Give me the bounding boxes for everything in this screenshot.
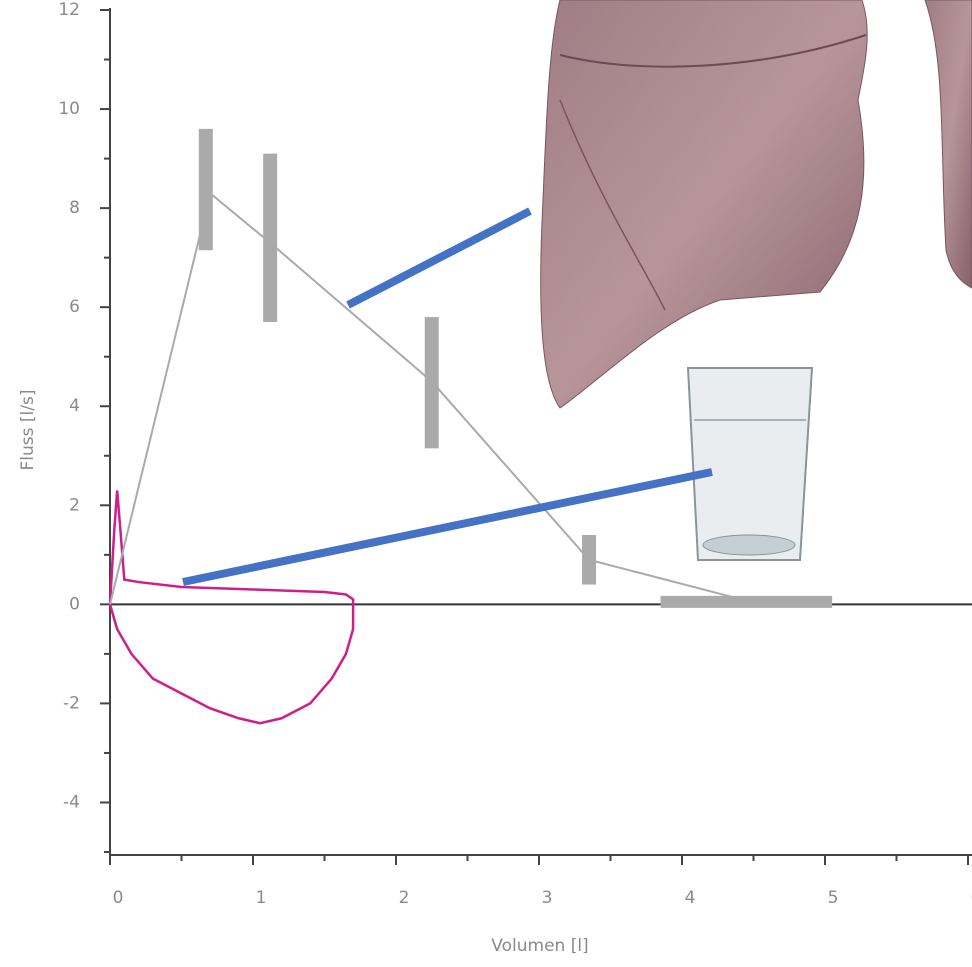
y-tick-label: -2 xyxy=(63,693,80,713)
series-line xyxy=(109,191,733,605)
x-tick-label: 2 xyxy=(399,888,410,908)
y-tick-label: 2 xyxy=(69,495,80,515)
annotation-arrow xyxy=(346,207,532,309)
y-tick-label: 10 xyxy=(58,99,80,119)
x-tick-label: 5 xyxy=(828,888,839,908)
range-bar xyxy=(263,153,278,323)
y-tick-label: -4 xyxy=(63,792,80,812)
y-tick-label: 0 xyxy=(69,594,80,614)
x-axis-label: Volumen [l] xyxy=(491,936,588,956)
y-tick-label: 8 xyxy=(69,198,80,218)
glass-image xyxy=(686,367,814,561)
x-tick-label: 6 xyxy=(971,888,972,908)
x-tick-label: 0 xyxy=(113,888,124,908)
y-tick-label: 4 xyxy=(69,396,80,416)
y-axis-label: Fluss [l/s] xyxy=(18,390,38,471)
range-bar xyxy=(660,595,833,608)
series-line xyxy=(108,490,355,725)
x-tick-label: 4 xyxy=(685,888,696,908)
x-tick-label: 3 xyxy=(542,888,553,908)
lung-image xyxy=(540,0,972,409)
y-tick-label: 6 xyxy=(69,297,80,317)
x-tick-label: 1 xyxy=(256,888,267,908)
y-tick-label: 12 xyxy=(58,0,80,20)
range-bar xyxy=(198,128,213,251)
annotation-arrow xyxy=(182,468,713,586)
